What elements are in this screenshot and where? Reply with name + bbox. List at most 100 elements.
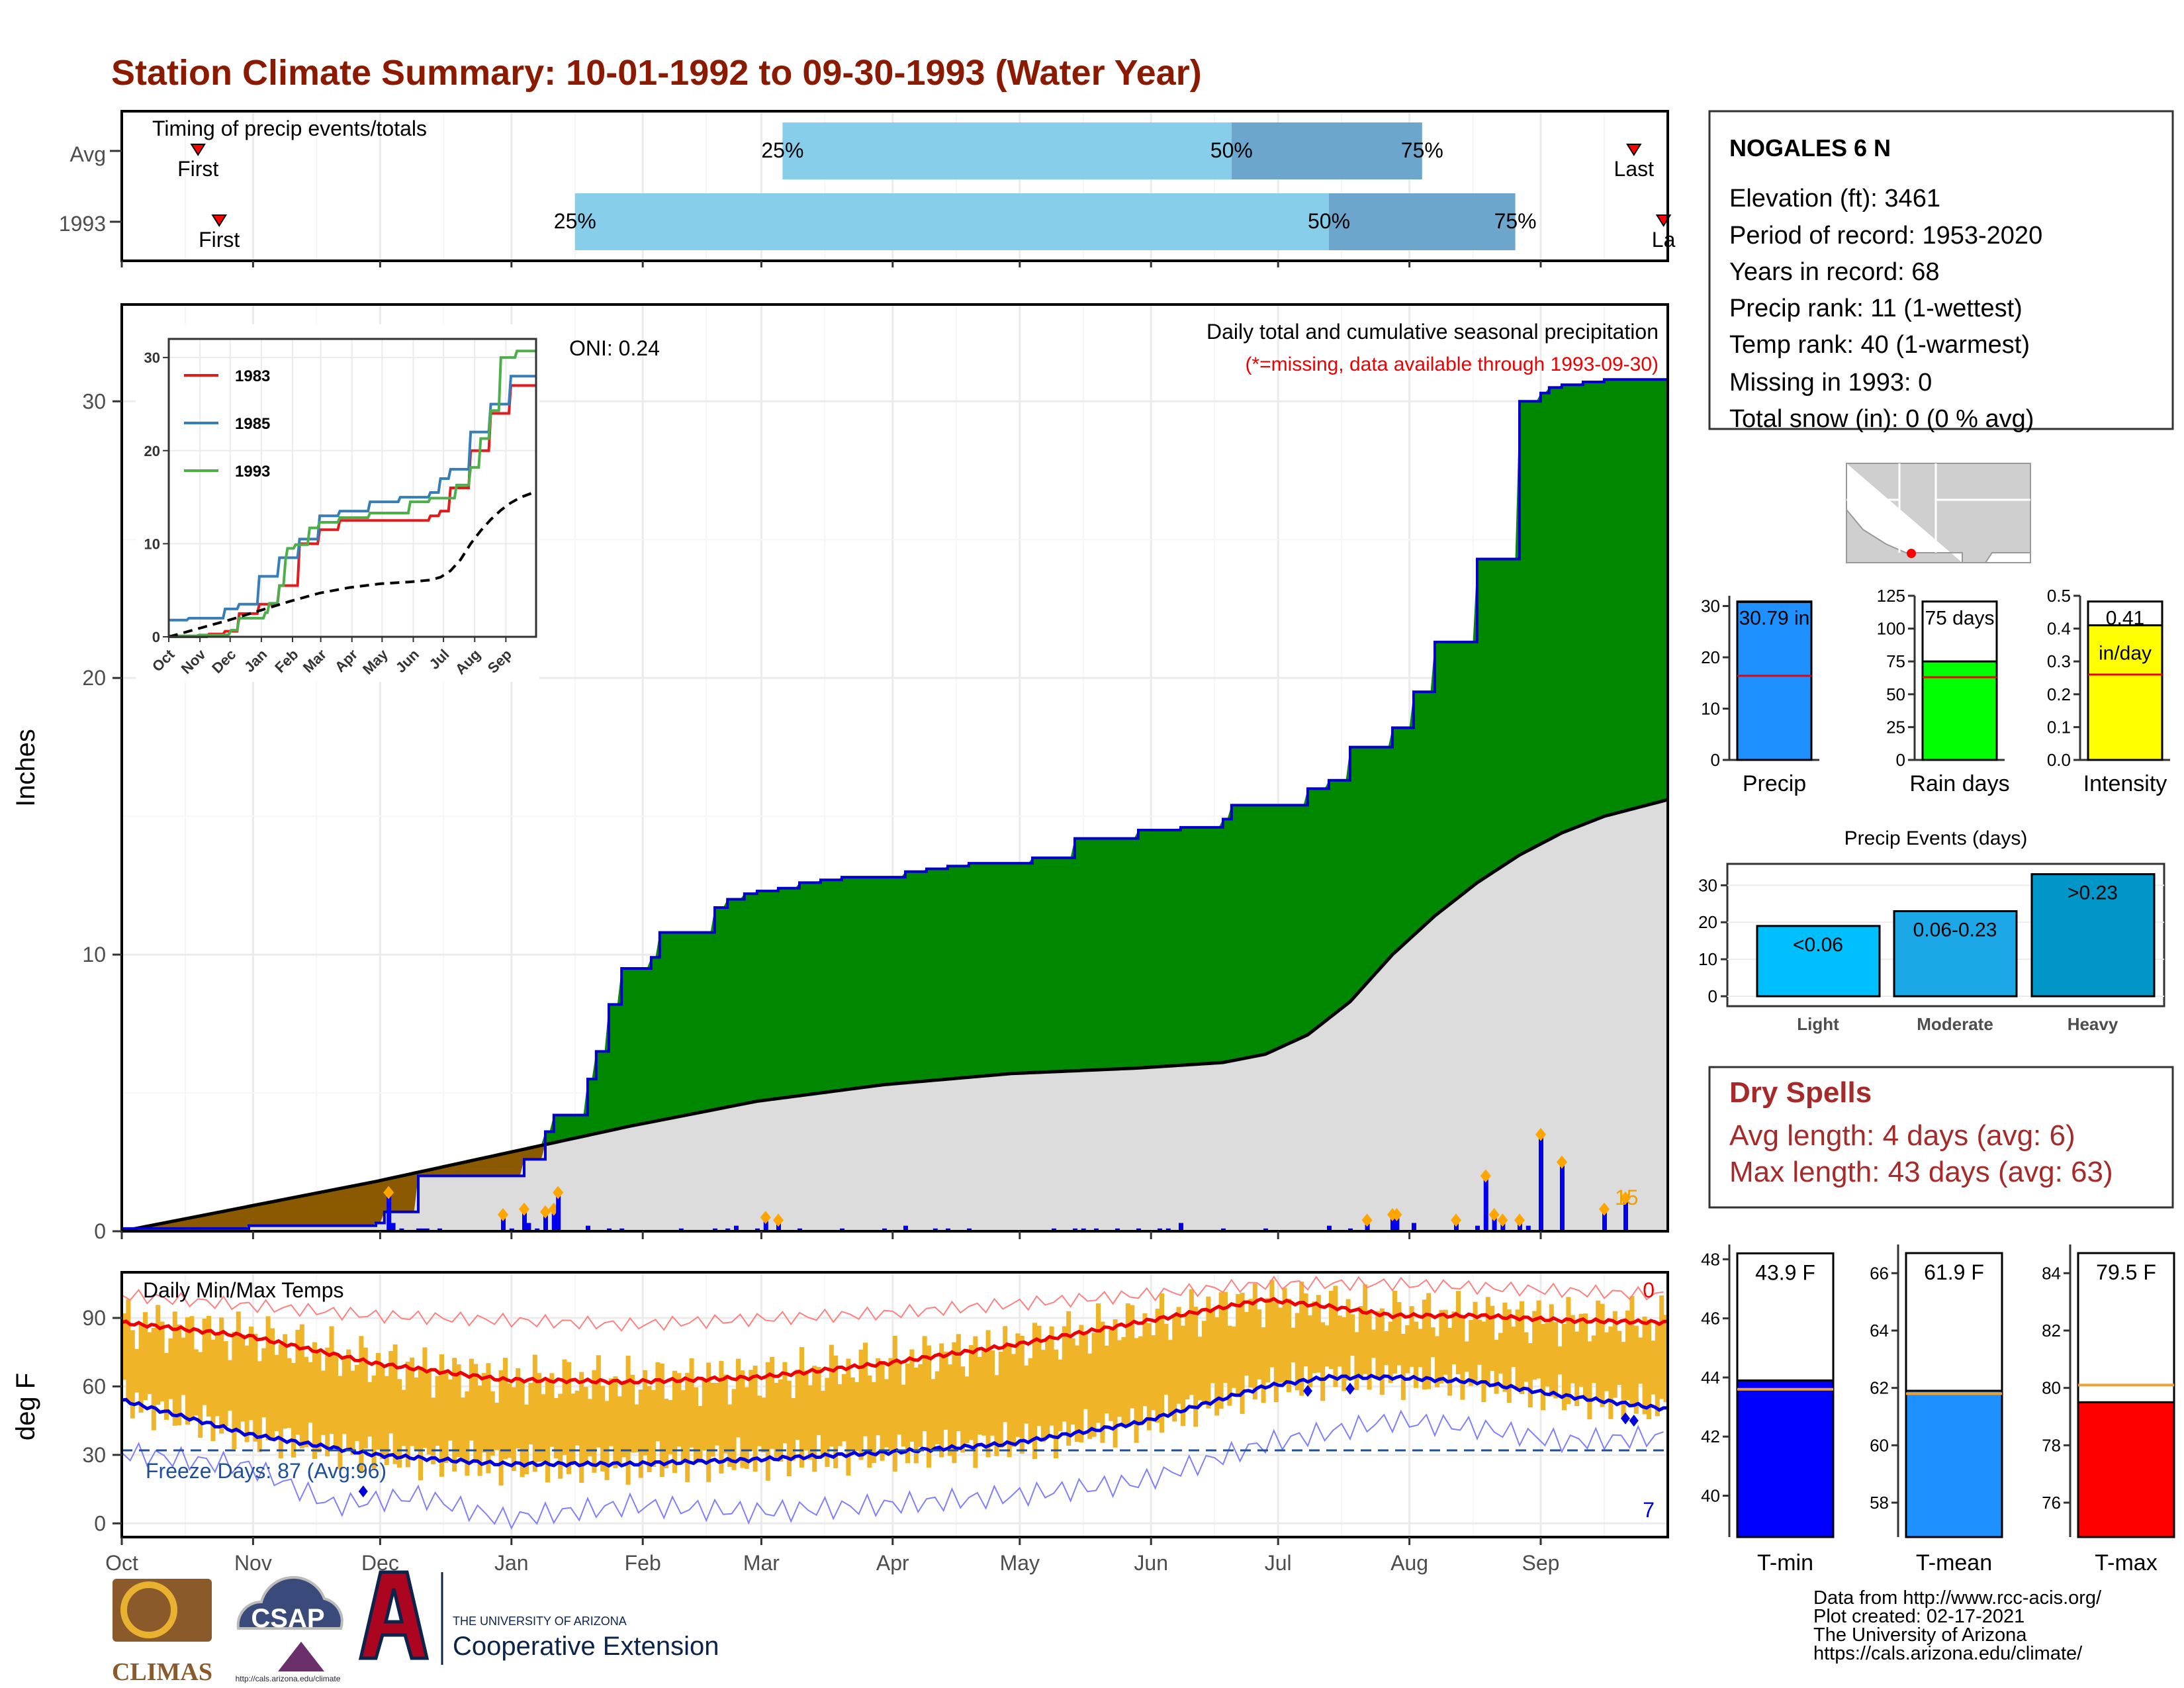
events-category-0: Light	[1797, 1014, 1839, 1034]
inset-line-average	[168, 491, 536, 638]
daily-bar-16	[607, 1228, 612, 1231]
temp-range-bar-160	[799, 1346, 804, 1468]
temp-range-bar-175	[863, 1342, 868, 1436]
tbar-2-category-label: T-max	[2095, 1550, 2157, 1575]
month-label-may: May	[1000, 1551, 1040, 1575]
station-location-dot	[1907, 549, 1916, 558]
temp-range-bar-279	[1303, 1293, 1308, 1367]
temp-range-bar-61	[380, 1365, 385, 1460]
mini-1-ytick-label-5: 125	[1877, 586, 1905, 606]
daily-bar-30	[946, 1228, 950, 1231]
inset-ytick-label-0: 0	[152, 629, 160, 645]
daily-bar-18	[678, 1228, 684, 1231]
daily-bar-39	[1165, 1228, 1171, 1231]
temp-range-bar-359	[1642, 1316, 1647, 1415]
station-temp-rank: Temp rank: 40 (1-warmest)	[1729, 331, 2030, 359]
daily-bar-44	[1348, 1228, 1353, 1231]
temp-range-bar-18	[198, 1352, 203, 1438]
inset-line-1985	[169, 375, 535, 622]
temp-range-bar-101	[549, 1373, 555, 1447]
daily-bar-37	[1136, 1228, 1141, 1231]
temp-range-bar-30	[249, 1327, 253, 1421]
temp-range-bar-290	[1350, 1314, 1355, 1356]
temp-range-bar-177	[871, 1382, 876, 1464]
temp-range-bar-40	[291, 1362, 296, 1458]
avg-min-line	[121, 1374, 1668, 1468]
observed-cumulative-line	[122, 378, 1668, 1230]
temp-range-bar-152	[765, 1362, 770, 1481]
temp-range-bar-253	[1193, 1306, 1199, 1427]
temp-range-bar-23	[219, 1317, 224, 1434]
tbar-2-bar	[2077, 1401, 2175, 1538]
daily-bar-4	[420, 1228, 426, 1231]
tbar-2-value-label: 79.5 F	[2096, 1260, 2156, 1284]
temp-range-bar-36	[274, 1354, 279, 1432]
mini-2-ytick-label-4: 0.4	[2047, 619, 2071, 639]
temp-range-bar-82	[469, 1358, 474, 1441]
temp-y-axis: 0 30 60 90	[82, 1306, 122, 1535]
temp-range-bar-345	[1583, 1313, 1588, 1399]
daily-bar-56	[1539, 1134, 1543, 1231]
inset-ytick-label-1: 10	[144, 536, 160, 552]
daily-bar-0	[387, 1192, 392, 1231]
temp-range-bar-33	[261, 1348, 267, 1417]
temp-ytick-label-3: 90	[82, 1306, 106, 1330]
record-low-marker-0	[358, 1485, 368, 1498]
temp-range-bar-302	[1400, 1333, 1406, 1400]
daily-bar-46	[1390, 1214, 1395, 1231]
temp-range-bar-195	[948, 1364, 952, 1456]
daily-bar-32	[1052, 1228, 1056, 1231]
daily-bar-marker-58	[1599, 1202, 1610, 1216]
precip-x-ticks	[120, 1231, 1542, 1239]
ua-a-mark	[358, 1570, 430, 1660]
mini-2-unit-label: in/day	[2099, 643, 2152, 665]
temp-range-bar-214	[1028, 1358, 1033, 1442]
temp-range-bar-227	[1083, 1332, 1088, 1409]
temp-frame	[120, 1271, 1669, 1538]
temp-range-bar-86	[486, 1363, 491, 1474]
temp-range-bar-138	[706, 1362, 711, 1482]
temp-range-bar-187	[913, 1367, 919, 1464]
timing-xticks	[110, 150, 1542, 267]
temp-range-bar-344	[1578, 1313, 1584, 1387]
inset-y-axis: 0 10 20 30	[144, 350, 169, 645]
temp-range-bar-315	[1456, 1291, 1461, 1375]
mini-2-value-label: 0.41	[2106, 608, 2144, 630]
temp-range-bar-74	[435, 1376, 440, 1446]
temp-ytick-label-1: 30	[82, 1443, 106, 1467]
temp-range-bar-165	[821, 1391, 825, 1458]
temp-range-bar-190	[927, 1345, 931, 1468]
temp-range-bar-99	[541, 1394, 546, 1462]
temp-range-bar-269	[1261, 1327, 1266, 1403]
temp-range-bar-259	[1218, 1292, 1224, 1409]
tbar-1-ytick-label-4: 66	[1870, 1263, 1889, 1283]
temp-range-bar-25	[228, 1360, 232, 1411]
temp-range-bar-4	[138, 1323, 144, 1413]
temp-range-bar-294	[1367, 1310, 1372, 1390]
above-average-area	[122, 379, 1668, 1232]
daily-bar-15	[586, 1225, 590, 1231]
daily-bar-marker-51	[1480, 1169, 1491, 1183]
temp-range-bar-131	[676, 1373, 682, 1447]
temp-range-bar-265	[1244, 1311, 1249, 1376]
daily-bar-marker-9	[519, 1202, 529, 1216]
temp-range-bar-108	[579, 1372, 584, 1483]
mini-0-ytick-label-2: 20	[1701, 647, 1720, 667]
temp-range-bar-249	[1176, 1307, 1181, 1404]
tbar-0-category-label: T-min	[1757, 1550, 1813, 1575]
temp-range-bar-250	[1181, 1325, 1185, 1427]
temp-range-bar-144	[731, 1389, 737, 1470]
temp-range-bar-220	[1054, 1349, 1058, 1459]
temp-range-bar-251	[1185, 1315, 1190, 1400]
temp-range-bar-314	[1451, 1311, 1457, 1365]
daily-bar-3	[416, 1228, 421, 1231]
temp-range-bar-305	[1414, 1321, 1418, 1388]
temp-range-bar-225	[1075, 1345, 1079, 1442]
daily-bar-19	[713, 1228, 717, 1231]
temp-range-bar-264	[1240, 1292, 1245, 1414]
temp-range-bar-228	[1087, 1353, 1093, 1439]
csap-cloud	[236, 1575, 343, 1630]
temp-range-bar-171	[846, 1358, 851, 1476]
temp-range-bar-234	[1113, 1319, 1118, 1448]
